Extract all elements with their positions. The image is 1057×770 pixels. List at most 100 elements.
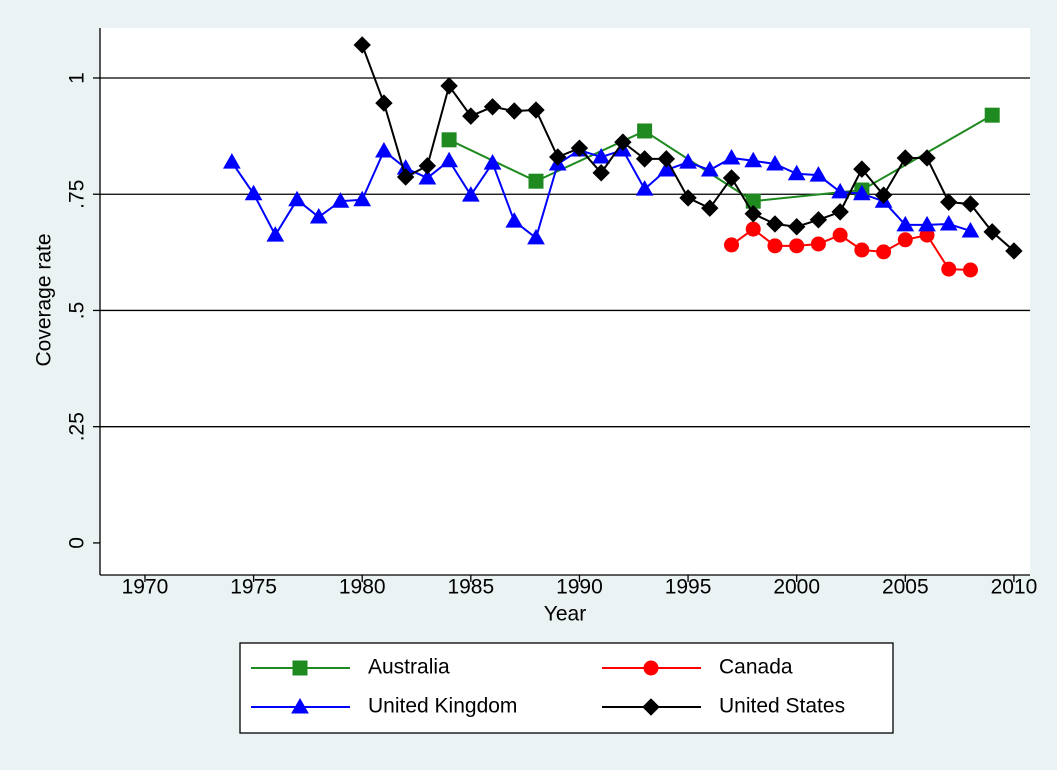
y-tick-label: 1 [66,72,89,84]
marker [962,262,978,278]
legend-label: Australia [368,656,450,679]
marker [983,223,1001,241]
marker [528,173,544,189]
marker [701,199,719,217]
legend-label: United Kingdom [368,695,517,718]
marker [570,139,589,157]
marker [549,148,567,166]
marker [418,157,437,175]
marker [722,148,741,165]
legend-marker [292,660,308,676]
marker [657,150,676,168]
marker [592,164,610,182]
marker [440,77,458,95]
legend-label: United States [719,695,845,718]
x-tick-label: 2005 [882,576,929,599]
marker [614,133,632,151]
marker [918,149,936,167]
legend-marker [291,697,309,714]
legend-marker [643,660,659,676]
y-tick-label: 0 [66,537,89,549]
marker [223,153,241,169]
marker [244,184,263,201]
x-tick-label: 1985 [447,576,494,599]
legend-item: Canada [602,656,793,679]
marker [462,107,480,125]
marker [679,189,697,207]
marker [766,215,784,233]
marker [483,98,502,116]
x-axis-label: Year [544,603,586,626]
marker [700,161,719,177]
marker [787,164,806,181]
marker [722,169,741,187]
marker [810,236,826,252]
marker [527,101,545,119]
marker [831,203,849,221]
x-tick-label: 2000 [773,576,820,599]
legend-item: United States [602,695,845,718]
marker [874,186,893,204]
marker [375,94,393,112]
marker [789,238,805,254]
marker [745,221,761,237]
marker [724,237,740,253]
marker [288,190,306,207]
marker [854,242,870,258]
x-tick-label: 2010 [991,576,1038,599]
marker [787,218,806,236]
marker [918,215,936,232]
y-axis-label: Coverage rate [33,233,56,366]
y-tick-label: .25 [66,412,89,441]
marker [309,207,328,224]
legend-item: Australia [251,656,450,679]
marker [961,221,980,238]
marker [418,168,437,185]
marker [396,168,415,186]
marker [527,228,545,245]
marker [657,161,676,177]
legend-item: United Kingdom [251,695,517,718]
marker [852,184,871,201]
marker [897,232,913,248]
marker [331,192,350,208]
marker [876,244,892,260]
marker [896,149,915,167]
marker [353,36,371,54]
x-tick-label: 1990 [556,576,603,599]
x-tick-label: 1980 [339,576,386,599]
marker [483,154,502,170]
marker [767,238,783,254]
marker [592,148,611,164]
y-tick-label: .5 [66,302,89,320]
marker [1005,242,1023,260]
marker [679,153,697,169]
marker [461,186,480,202]
legend-box [239,642,894,734]
marker [766,154,784,171]
marker [961,195,980,213]
marker [635,150,654,168]
marker [940,193,958,211]
legend-marker [642,698,660,716]
legend-label: Canada [719,656,793,679]
x-tick-label: 1975 [230,576,277,599]
marker [375,141,393,158]
marker [809,211,828,229]
marker [635,180,654,196]
marker [809,166,828,182]
plot-area [100,28,1030,575]
marker [637,123,653,139]
x-tick-label: 1995 [665,576,712,599]
marker [266,226,285,242]
marker [831,182,849,199]
y-tick-label: .75 [66,180,89,209]
marker [853,160,871,178]
marker [505,102,523,120]
marker [441,132,457,148]
marker [941,261,957,277]
marker [353,190,372,207]
marker [984,107,1000,123]
marker [744,151,763,168]
